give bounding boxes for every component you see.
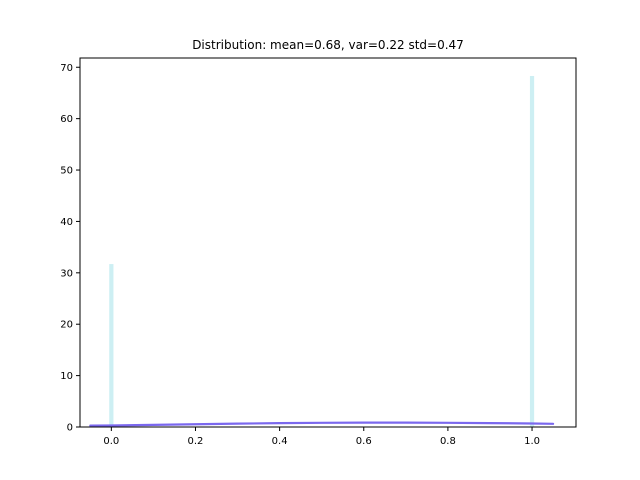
y-tick-label: 70 bbox=[60, 63, 73, 74]
chart-title: Distribution: mean=0.68, var=0.22 std=0.… bbox=[192, 38, 464, 52]
y-tick-label: 60 bbox=[60, 114, 73, 125]
y-tick-label: 20 bbox=[60, 320, 73, 331]
x-tick-label: 0.4 bbox=[272, 436, 288, 447]
y-tick-label: 0 bbox=[67, 423, 73, 434]
x-tick-label: 0.0 bbox=[103, 436, 119, 447]
x-tick-label: 1.0 bbox=[524, 436, 540, 447]
axes-frame bbox=[79, 57, 577, 428]
y-tick-label: 40 bbox=[60, 217, 73, 228]
x-tick-label: 0.2 bbox=[188, 436, 204, 447]
x-tick-label: 0.8 bbox=[440, 436, 456, 447]
histogram-bar bbox=[109, 264, 114, 427]
plot-area bbox=[89, 75, 555, 428]
density-curve-line bbox=[89, 421, 555, 427]
axes: 0.0 0.2 0.4 0.6 0.8 1.0 0 10 20 30 40 50 60 70 bbox=[60, 57, 577, 447]
y-tick-label: 30 bbox=[60, 268, 73, 279]
x-tick-label: 0.6 bbox=[356, 436, 372, 447]
y-tick-label: 10 bbox=[60, 371, 73, 382]
histogram-bar bbox=[529, 75, 535, 428]
y-tick-label: 50 bbox=[60, 166, 73, 177]
